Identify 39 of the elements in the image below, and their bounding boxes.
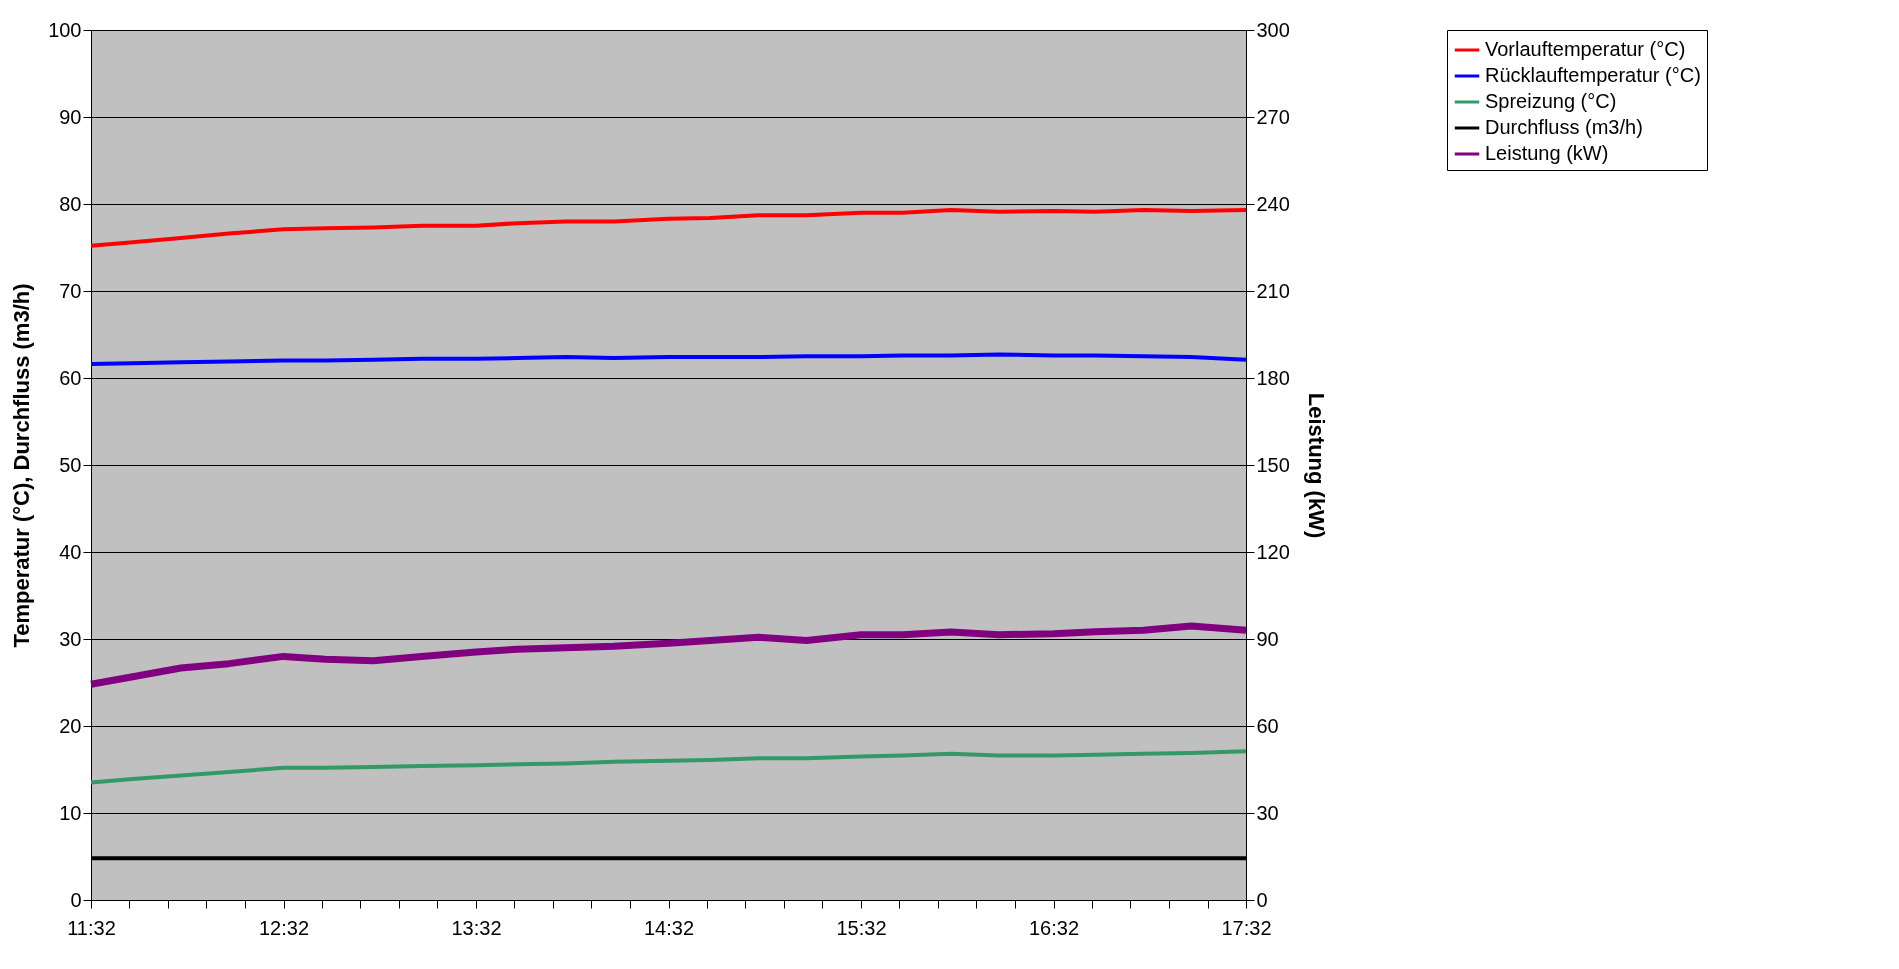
line-series [89,208,1248,248]
x-tick-label: 17:32 [1221,916,1272,939]
x-tick-label: 16:32 [1028,916,1080,939]
y-tick-label: 10 [59,801,82,824]
y-tick-label: 100 [48,18,82,41]
y2-tick-label: 210 [1256,279,1290,302]
legend-label: Vorlauftemperatur (°C) [1485,38,1686,60]
y2-tick-label: 240 [1256,192,1290,215]
x-tick-label: 12:32 [258,916,310,939]
y-tick-label: 40 [59,540,82,563]
y-tick-label: 30 [59,627,82,650]
line-series [89,749,1248,785]
legend-label: Rücklauftemperatur (°C) [1485,64,1701,86]
line-series [89,352,1248,367]
y-tick-label: 50 [59,453,82,476]
x-tick-label: 11:32 [67,916,116,939]
y-tick-label: 70 [59,279,82,302]
legend-label: Durchfluss (m3/h) [1485,116,1643,138]
y-axis-title: Temperatur (°C), Durchfluss (m3/h) [9,283,35,648]
y-tick-label: 90 [59,105,82,128]
y2-tick-label: 270 [1256,105,1290,128]
y-tick-label: 60 [59,366,82,389]
y2-axis-title: Leistung (kW) [1303,392,1329,539]
y-tick-label: 20 [59,714,82,737]
y2-tick-label: 60 [1256,714,1279,737]
y-tick-label: 0 [70,888,82,911]
y-tick-label: 80 [59,192,82,215]
legend-label: Leistung (kW) [1485,142,1609,164]
y2-tick-label: 180 [1256,366,1290,389]
x-tick-label: 14:32 [643,916,695,939]
y2-tick-label: 0 [1256,888,1268,911]
y2-tick-label: 90 [1256,627,1279,650]
y2-tick-label: 120 [1256,540,1290,563]
x-tick-label: 15:32 [836,916,887,939]
y2-tick-label: 300 [1256,18,1290,41]
y2-tick-label: 150 [1256,453,1290,476]
y2-tick-label: 30 [1256,801,1279,824]
legend-label: Spreizung (°C) [1485,90,1617,112]
x-tick-label: 13:32 [451,916,502,939]
